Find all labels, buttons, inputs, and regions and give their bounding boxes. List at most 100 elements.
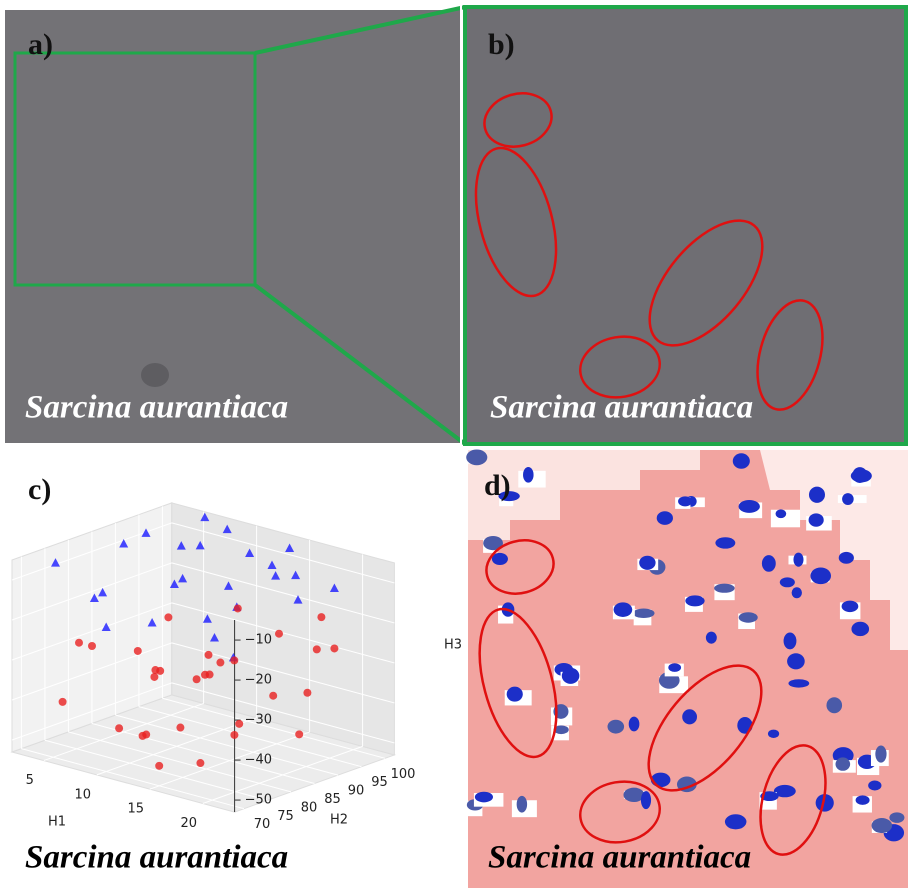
- cell: [889, 812, 904, 822]
- point: [234, 604, 242, 612]
- cell: [787, 653, 805, 669]
- cell: [608, 720, 625, 734]
- cell: [739, 612, 758, 622]
- point: [88, 642, 96, 650]
- cell: [475, 792, 493, 803]
- point: [275, 630, 283, 638]
- point: [164, 613, 172, 621]
- cell: [562, 668, 580, 684]
- x-tick-label: 15: [128, 802, 145, 817]
- cell: [507, 687, 523, 702]
- point: [216, 659, 224, 667]
- caption: Sarcina aurantiaca: [488, 840, 751, 876]
- point: [156, 667, 164, 675]
- point: [150, 673, 158, 681]
- cell: [733, 453, 750, 469]
- z-axis-label: H3: [444, 638, 462, 653]
- point: [193, 675, 201, 683]
- cell: [633, 608, 655, 618]
- micrograph-a: [5, 10, 460, 443]
- point: [317, 613, 325, 621]
- y-tick-label: 100: [391, 767, 416, 782]
- cell: [678, 496, 692, 506]
- cell: [856, 795, 870, 805]
- cell: [523, 467, 534, 483]
- point: [75, 639, 83, 647]
- panel-label: b): [488, 28, 515, 61]
- x-tick-label: 20: [181, 816, 198, 831]
- point: [139, 732, 147, 740]
- cell: [739, 500, 760, 513]
- y-axis-label: H2: [330, 813, 348, 828]
- cell: [842, 601, 859, 613]
- cell: [651, 773, 671, 788]
- caption: Sarcina aurantiaca: [490, 390, 753, 426]
- z-tick-label: −10: [245, 633, 272, 648]
- point: [313, 645, 321, 653]
- point: [176, 724, 184, 732]
- z-tick-label: −50: [245, 793, 272, 808]
- cell: [780, 577, 795, 587]
- z-tick-label: −40: [245, 753, 272, 768]
- cell: [842, 493, 854, 505]
- cell: [809, 487, 825, 503]
- cell: [852, 467, 867, 483]
- panel-label: d): [484, 469, 511, 502]
- cell: [466, 449, 487, 465]
- cell: [517, 796, 527, 813]
- cell: [810, 567, 831, 584]
- cell: [836, 757, 851, 770]
- cell: [714, 584, 735, 593]
- y-tick-label: 95: [371, 775, 388, 790]
- cell: [715, 537, 735, 548]
- x-tick-label: 10: [75, 787, 92, 802]
- point: [196, 759, 204, 767]
- z-tick-label: −30: [245, 713, 272, 728]
- cell: [629, 717, 640, 732]
- cell: [768, 730, 779, 738]
- point: [155, 762, 163, 770]
- cell: [875, 745, 886, 762]
- point: [330, 644, 338, 652]
- cell: [784, 633, 797, 650]
- cell: [776, 509, 787, 518]
- cell: [762, 555, 776, 572]
- cell: [851, 622, 869, 636]
- panel-label: a): [28, 28, 53, 61]
- cell: [826, 697, 842, 713]
- cell: [639, 556, 655, 570]
- figure: 5101520707580859095100−10−20−30−40−50 H1…: [0, 0, 908, 888]
- x-axis-label: H1: [48, 815, 66, 830]
- cell: [682, 709, 697, 724]
- panel-label: c): [28, 473, 51, 506]
- point: [235, 720, 243, 728]
- point: [206, 671, 214, 679]
- cell: [614, 602, 633, 617]
- point: [205, 651, 213, 659]
- y-tick-label: 75: [277, 809, 294, 824]
- cell: [868, 781, 881, 791]
- cell: [788, 679, 809, 687]
- cell: [685, 595, 704, 606]
- point: [115, 724, 123, 732]
- cell: [792, 587, 802, 598]
- caption: Sarcina aurantiaca: [25, 390, 288, 426]
- z-tick-label: −20: [245, 673, 272, 688]
- cell: [641, 791, 651, 809]
- cell: [839, 552, 854, 564]
- cell: [706, 632, 717, 644]
- cell: [725, 814, 747, 829]
- point: [59, 698, 67, 706]
- micrograph-b: [463, 5, 908, 445]
- point: [230, 656, 238, 664]
- y-tick-label: 90: [348, 784, 365, 799]
- caption: Sarcina aurantiaca: [25, 840, 288, 876]
- cell: [809, 513, 824, 526]
- page: {"panels": [ {"label": "a)", "caption": …: [0, 0, 908, 888]
- cell: [872, 818, 893, 833]
- y-tick-label: 80: [301, 800, 318, 815]
- point: [230, 731, 238, 739]
- point: [134, 647, 142, 655]
- point: [303, 689, 311, 697]
